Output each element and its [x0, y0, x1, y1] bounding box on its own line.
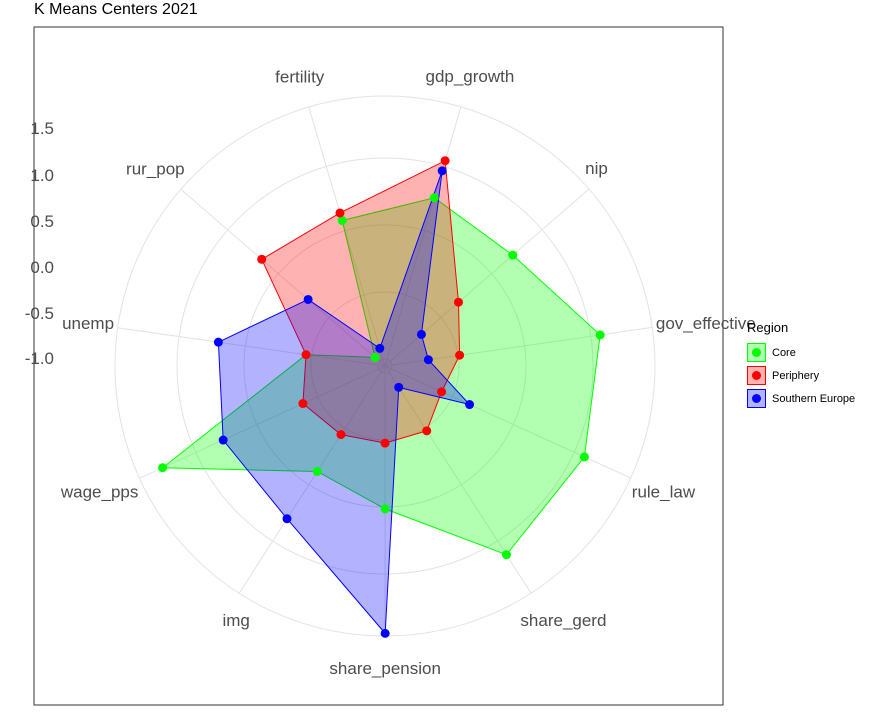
data-point-periphery	[453, 297, 463, 307]
data-point-core	[595, 330, 605, 340]
radial-tick-label: -1.0	[25, 349, 54, 368]
legend-label: Core	[772, 346, 796, 359]
series-area-periphery	[261, 159, 461, 444]
grid-spoke	[139, 365, 386, 479]
legend-swatch	[747, 343, 766, 362]
chart-title: K Means Centers 2021	[34, 1, 198, 18]
data-point-periphery	[437, 387, 447, 397]
data-point-core	[370, 352, 380, 362]
data-point-periphery	[380, 438, 390, 448]
axis-label-share-gerd: share_gerd	[520, 611, 606, 630]
data-point-periphery	[298, 399, 308, 409]
grid-spoke	[384, 365, 631, 479]
data-point-southern-europe	[375, 343, 385, 353]
axis-label-share-pension: share_pension	[329, 659, 441, 678]
axis-label-nip: nip	[585, 159, 608, 178]
data-point-periphery	[336, 430, 346, 440]
grid-spoke	[384, 106, 462, 367]
data-point-core	[337, 216, 347, 226]
data-point-southern-europe	[437, 166, 447, 176]
data-point-core	[429, 193, 439, 203]
data-point-southern-europe	[380, 628, 390, 638]
data-point-southern-europe	[218, 435, 228, 445]
legend-item-core: Core	[747, 341, 855, 364]
radial-tick-label: 0.0	[30, 258, 54, 277]
radial-tick-label: -0.5	[25, 304, 54, 323]
data-point-core	[501, 550, 511, 560]
radial-tick-label: 1.0	[30, 166, 54, 185]
data-point-southern-europe	[465, 400, 475, 410]
data-point-core	[508, 250, 518, 260]
data-point-southern-europe	[303, 294, 313, 304]
axis-label-gdp-growth: gdp_growth	[425, 67, 514, 86]
data-point-periphery	[301, 350, 311, 360]
data-point-periphery	[422, 426, 432, 436]
axis-label-img: img	[222, 611, 249, 630]
grid-spoke	[308, 106, 386, 367]
legend-swatch	[747, 366, 766, 385]
data-point-southern-europe	[416, 329, 426, 339]
series-area-core	[161, 197, 601, 556]
data-point-core	[579, 452, 589, 462]
legend-label: Periphery	[772, 369, 820, 382]
data-point-periphery	[335, 208, 345, 218]
data-point-southern-europe	[213, 337, 223, 347]
data-point-core	[380, 504, 390, 514]
grid-spoke	[180, 188, 386, 367]
legend-swatch	[747, 389, 766, 408]
data-point-core	[158, 463, 168, 473]
series-layer	[158, 156, 605, 638]
legend-label: Southern Europe	[772, 392, 856, 405]
grid-spoke	[238, 365, 386, 594]
data-point-core	[312, 466, 322, 476]
legend-title: Region	[747, 320, 789, 335]
legend: Region Core Periphery Southern Europe	[747, 320, 855, 410]
grid-spoke	[117, 327, 386, 367]
radial-tick-label: 1.5	[30, 119, 54, 138]
data-point-southern-europe	[394, 382, 404, 392]
data-point-periphery	[455, 350, 465, 360]
data-point-periphery	[440, 156, 450, 166]
data-point-southern-europe	[423, 355, 433, 365]
axis-label-rule-law: rule_law	[632, 482, 696, 501]
data-point-periphery	[257, 254, 267, 264]
legend-item-southern-europe: Southern Europe	[747, 387, 855, 410]
data-point-southern-europe	[282, 514, 292, 524]
axis-label-fertility: fertility	[275, 67, 325, 86]
radial-tick-label: 0.5	[30, 212, 54, 231]
legend-item-periphery: Periphery	[747, 364, 855, 387]
axis-label-wage-pps: wage_pps	[60, 483, 139, 502]
axis-label-gov-effective: gov_effective	[656, 314, 756, 333]
radial-tick-labels: 1.5 1.0 0.5 0.0 -0.5 -1.0	[25, 119, 54, 368]
axis-label-rur-pop: rur_pop	[126, 159, 185, 178]
axis-label-unemp: unemp	[62, 314, 114, 333]
